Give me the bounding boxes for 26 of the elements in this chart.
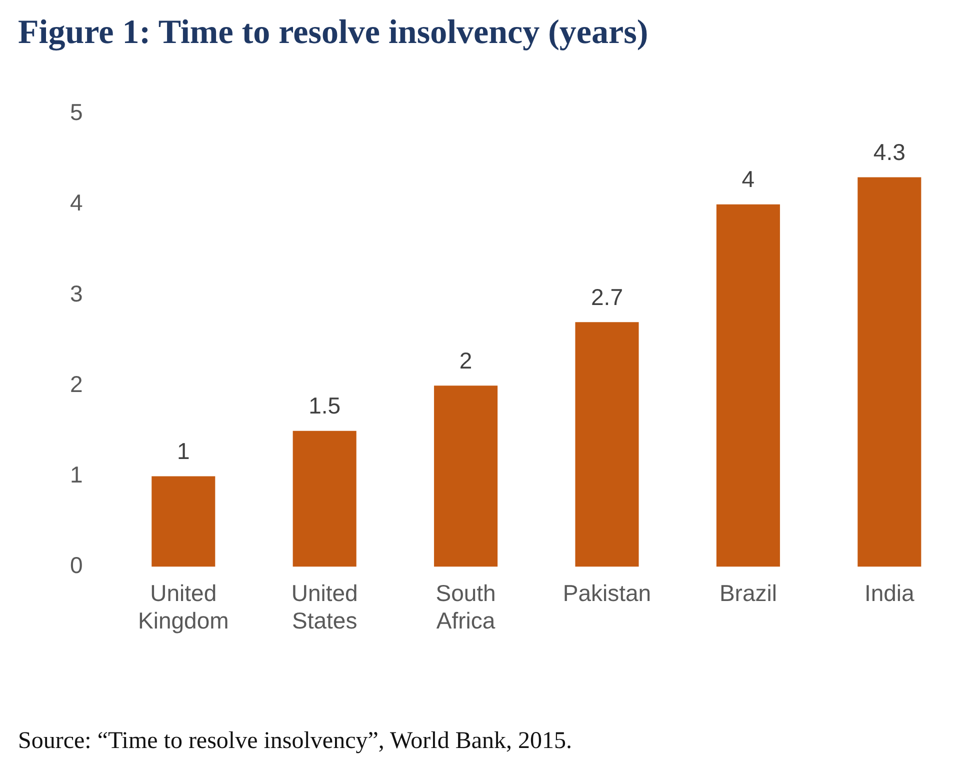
x-tick-label: South Africa: [436, 580, 496, 634]
x-tick-label: United Kingdom: [138, 580, 229, 634]
data-label: 4: [742, 166, 755, 192]
bar: [292, 430, 356, 567]
y-tick-label: 2: [70, 370, 83, 397]
data-label: 1: [176, 438, 190, 464]
source-note: Source: “Time to resolve insolvency”, World Bank, 2015.: [18, 728, 572, 755]
x-tick-label: Pakistan: [562, 580, 652, 606]
y-tick-label: 1: [70, 462, 83, 488]
y-tick-label: 5: [70, 99, 83, 126]
y-tick-label: 0: [70, 552, 83, 578]
x-tick-label: United States: [291, 580, 358, 634]
y-tick-label: 4: [70, 190, 83, 216]
bar: [434, 386, 498, 567]
bar: [575, 322, 639, 567]
chart-title: Figure 1: Time to resolve insolvency (years): [18, 14, 648, 52]
bar: [152, 476, 216, 567]
data-label: 2: [459, 347, 472, 374]
x-tick-label: Brazil: [719, 580, 777, 606]
x-tick-label: India: [864, 580, 915, 606]
bar: [858, 177, 922, 567]
data-label: 1.5: [308, 392, 341, 419]
bar: [716, 204, 780, 567]
data-label: 4.3: [873, 139, 906, 166]
data-label: 2.7: [591, 284, 623, 310]
y-tick-label: 3: [70, 280, 83, 306]
